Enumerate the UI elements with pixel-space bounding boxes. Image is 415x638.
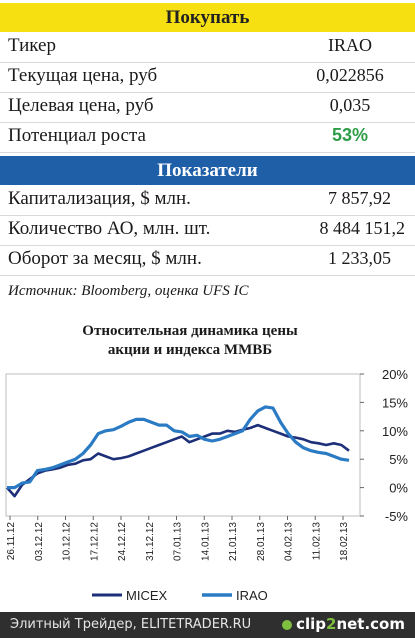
x-tick-label: 17.12.12	[89, 522, 100, 561]
logo-part-c: net.com	[336, 615, 405, 633]
upside-label: Потенциал роста	[8, 125, 146, 146]
upside-row: Потенциал роста 53%	[0, 123, 415, 153]
clip2net-logo-icon	[282, 620, 293, 630]
cap-label: Капитализация, $ млн.	[8, 188, 191, 209]
x-tick-label: 07.01.13	[173, 522, 184, 561]
target-price-label: Целевая цена, руб	[8, 95, 154, 116]
shares-label: Количество АО, млн. шт.	[8, 218, 211, 239]
current-price-label: Текущая цена, руб	[8, 65, 158, 86]
current-price-value: 0,022856	[316, 65, 384, 85]
target-price-value: 0,035	[329, 95, 371, 115]
footer: Элитный Трейдер, ELITETRADER.RU clip2net…	[0, 612, 415, 638]
upside-value: 53%	[331, 125, 369, 145]
series-line-micex	[6, 423, 350, 498]
ticker-row: Тикер IRAO	[0, 33, 415, 63]
y-tick-label: -5%	[385, 509, 409, 524]
source-note: Источник: Bloomberg, оценка UFS IC	[8, 283, 249, 299]
y-tick-label: 15%	[382, 395, 408, 410]
ticker-label: Тикер	[8, 35, 56, 56]
ticker-value: IRAO	[328, 35, 372, 55]
x-tick-label: 11.02.13	[311, 522, 322, 561]
clip2net-logo: clip2net.com	[282, 615, 405, 633]
y-tick-label: 10%	[382, 424, 408, 439]
turnover-value: 1 233,05	[328, 248, 391, 268]
x-tick-label: 26.11.12	[6, 522, 17, 561]
current-price-row: Текущая цена, руб 0,022856	[0, 63, 415, 93]
x-tick-label: 18.02.13	[339, 522, 350, 561]
indicators-header: Показатели	[0, 156, 415, 185]
shares-row: Количество АО, млн. шт. 8 484 151,2	[0, 216, 415, 246]
x-tick-label: 21.01.13	[228, 522, 239, 561]
x-tick-label: 24.12.12	[117, 522, 128, 561]
chart-title-line1: Относительная динамика цены	[82, 323, 298, 339]
cap-row: Капитализация, $ млн. 7 857,92	[0, 186, 415, 216]
chart-title-line2: акции и индекса ММВБ	[107, 342, 273, 358]
plot-frame	[5, 373, 361, 517]
x-tick-label: 31.12.12	[145, 522, 156, 561]
price-chart: -5% 0% 5% 10% 15% 20% 26.11.12 03.12.12 10.12.12…	[5, 367, 409, 603]
legend-label-irao: IRAO	[236, 588, 268, 603]
series-line-irao	[7, 405, 350, 490]
target-price-row: Целевая цена, руб 0,035	[0, 93, 415, 123]
cap-value: 7 857,92	[328, 188, 391, 208]
x-tick-label: 10.12.12	[62, 522, 73, 561]
y-tick-label: 20%	[382, 367, 408, 382]
x-tick-label: 04.02.13	[284, 522, 295, 561]
buy-header: Покупать	[0, 3, 415, 32]
legend-label-micex: MICEX	[126, 588, 168, 603]
turnover-row: Оборот за месяц, $ млн. 1 233,05	[0, 246, 415, 276]
turnover-label: Оборот за месяц, $ млн.	[8, 248, 202, 269]
footer-site-text: Элитный Трейдер, ELITETRADER.RU	[10, 617, 252, 632]
chart-title: Относительная динамика цены акции и инде…	[20, 322, 360, 360]
x-tick-label: 03.12.12	[34, 522, 45, 561]
x-tick-label: 28.01.13	[256, 522, 267, 561]
y-tick-label: 5%	[389, 452, 408, 467]
shares-value: 8 484 151,2	[319, 218, 406, 238]
logo-part-a: clip	[296, 615, 326, 633]
logo-part-b: 2	[326, 615, 337, 633]
y-tick-label: 0%	[389, 481, 408, 496]
x-tick-label: 14.01.13	[200, 522, 211, 561]
